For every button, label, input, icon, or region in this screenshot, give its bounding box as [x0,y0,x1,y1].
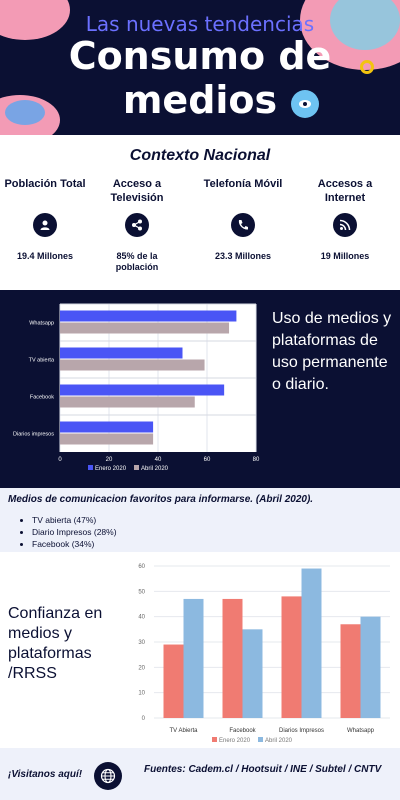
bar-enero [340,624,361,718]
stat-label: Población Total [4,178,86,190]
x-tick-label: 0 [58,457,62,463]
bar-enero [60,310,237,322]
legend-swatch [134,465,139,470]
sources-text: Fuentes: Cadem.cl / Hootsuit / INE / Sub… [144,764,382,775]
stat-value: 19 Millones [320,251,370,261]
decorative-ring [360,60,374,74]
stat-value: 85% de la población [115,251,159,272]
legend-swatch [88,465,93,470]
trust-section: Confianza en medios y plataformas /RRSS … [0,552,400,748]
y-tick-label: 40 [138,615,145,621]
bar-abril [183,598,204,718]
y-category-label: Whatsapp [29,321,54,327]
page-title-line2: medios [122,78,278,122]
y-tick-label: 50 [138,589,145,595]
trust-bar-chart: 0 10 20 30 40 50 60 TV Abierta Facebook Diarios I… [138,564,390,744]
usage-section: 0 20 40 60 80 Whatsapp TV abierta Facebook Diari… [0,290,400,488]
legend-label: Abril 2020 [141,466,169,472]
context-title: Contexto Nacional [129,147,271,164]
bar-abril [301,568,322,718]
legend-label: Abril 2020 [265,738,293,744]
user-icon [33,213,57,237]
legend-swatch [212,737,217,742]
x-tick-label: 20 [106,457,113,463]
eye-icon [291,90,319,118]
favorites-section: Medios de comunicacion favoritos para in… [0,488,400,552]
bar-abril [60,433,154,445]
trust-description: Confianza en medios y plataformas /RRSS [8,605,103,682]
header-banner: Las nuevas tendencias Consumo de medios [0,0,400,135]
y-category-label: Diarios impresos [13,432,54,438]
y-tick-label: 30 [138,640,145,646]
bar-abril [60,396,195,408]
stat-tv-access: Acceso a Televisión 85% de la población [92,177,182,273]
x-tick-label: 40 [155,457,162,463]
favorites-title: Medios de comunicacion favoritos para in… [8,494,314,505]
x-category-label: Diarios Impresos [279,728,324,734]
x-tick-label: 60 [204,457,211,463]
bar-enero [281,596,302,718]
bar-enero [60,421,154,433]
bar-enero [60,347,183,359]
usage-bar-chart: 0 20 40 60 80 Whatsapp TV abierta Facebook Diari… [13,303,260,472]
legend-swatch [258,737,263,742]
stat-label: Acceso a Televisión [110,178,164,204]
bar-abril [242,629,263,718]
bar-abril [360,616,381,718]
bar-abril [60,322,230,334]
footer: ¡Visitanos aquí! Fuentes: Cadem.cl / Hoo… [0,748,400,800]
y-tick-label: 10 [138,691,145,697]
page-title: Consumo de medios [0,34,400,122]
x-category-label: Facebook [229,728,256,734]
bar-enero [60,384,225,396]
stat-value: 19.4 Millones [16,251,74,261]
stat-label: Accesos a Internet [317,178,373,204]
decorative-blob-bottom-left-inner [5,100,45,125]
usage-description: Uso de medios y plataformas de uso perma… [272,310,392,393]
rss-icon [333,213,357,237]
bar-abril [60,359,205,371]
x-category-label: Whatsapp [347,728,375,734]
decorative-blob-top-right-inner [330,0,400,50]
header-subtitle: Las nuevas tendencias [85,12,315,36]
share-icon [125,213,149,237]
list-item: Diario Impresos (28%) [32,526,117,538]
stat-label: Telefonía Móvil [203,178,283,190]
y-tick-label: 60 [138,564,145,570]
visit-label: ¡Visitanos aquí! [8,769,83,780]
globe-icon[interactable] [94,762,122,790]
x-category-label: TV Abierta [169,728,198,734]
stat-value: 23.3 Millones [214,251,272,261]
context-section: Contexto Nacional Población Total 19.4 M… [0,135,400,290]
stat-mobile: Telefonía Móvil 23.3 Millones [198,177,288,262]
x-tick-label: 80 [253,457,260,463]
favorites-list: TV abierta (47%) Diario Impresos (28%) F… [32,514,117,550]
y-tick-label: 0 [142,716,146,722]
list-item: TV abierta (47%) [32,514,117,526]
phone-icon [231,213,255,237]
bar-enero [163,644,184,718]
legend-label: Enero 2020 [95,466,127,472]
stat-population: Población Total 19.4 Millones [0,177,90,262]
y-category-label: TV abierta [29,358,55,364]
y-tick-label: 20 [138,665,145,671]
list-item: Facebook (34%) [32,538,117,550]
legend-label: Enero 2020 [219,738,251,744]
bar-enero [222,598,243,718]
stat-internet: Accesos a Internet 19 Millones [300,177,390,262]
page-title-line1: Consumo de [68,34,332,78]
y-category-label: Facebook [30,395,54,401]
